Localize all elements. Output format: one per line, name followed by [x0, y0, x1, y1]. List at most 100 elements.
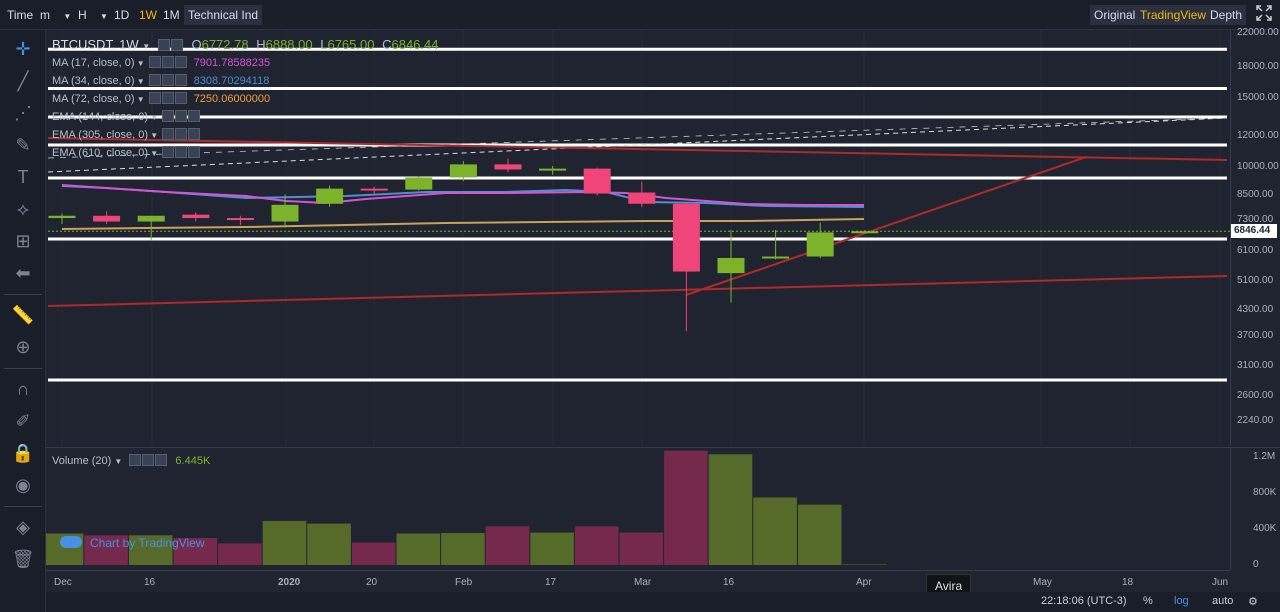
price-tick-label: 8500.00 [1237, 188, 1274, 200]
chevron-down-icon[interactable]: ▼ [148, 113, 159, 122]
volume-chart-canvas [39, 450, 887, 565]
price-tick-label: 4300.00 [1237, 304, 1274, 316]
time-tick-label: 18 [1122, 577, 1134, 588]
volume-bar [262, 520, 307, 565]
minute-dropdown[interactable]: m ▼ [36, 5, 75, 25]
price-axis[interactable]: 22000.00 18000.00 15000.00 12000.00 10000.00… [1230, 27, 1280, 446]
chevron-down-icon[interactable]: ▼ [134, 77, 145, 86]
indicator-value: 8308.70294118 [193, 75, 270, 87]
indicator-label[interactable]: MA (17, close, 0) [52, 57, 135, 69]
time-tick-label: 17 [545, 577, 557, 588]
indicator-label[interactable]: EMA (144, close, 0) [52, 111, 148, 123]
brush-icon[interactable]: ✎ [15, 135, 31, 155]
clock[interactable]: 22:18:06 (UTC-3) [1041, 595, 1127, 607]
volume-bar [84, 535, 128, 565]
volume-tick-label: 1.2M [1253, 451, 1276, 462]
indicator-value: 7250.06000000 [193, 93, 271, 105]
time-tick-label: Feb [455, 577, 473, 588]
price-tick-label: 7300.00 [1237, 214, 1274, 226]
chevron-down-icon[interactable]: ▼ [134, 59, 145, 68]
log-toggle[interactable]: log [1174, 595, 1189, 607]
candle-body [539, 168, 567, 171]
legend-buttons[interactable] [157, 37, 184, 52]
indicator-legend: EMA (144, close, 0) ▼ [52, 110, 201, 123]
candle-body [316, 188, 344, 204]
settings-icon[interactable]: ⚙ [1248, 596, 1258, 608]
back-arrow-icon[interactable]: ⬅ [15, 263, 31, 283]
trendline-icon[interactable]: ╱ [17, 71, 29, 91]
magnet-icon[interactable]: ∩ [16, 379, 30, 399]
current-price-tag: 6846.44 [1231, 224, 1277, 239]
volume-bar [441, 533, 485, 565]
dashed-trend-line [47, 117, 1228, 173]
volume-bar [797, 504, 842, 565]
tradingview-button[interactable]: TradingView [1136, 5, 1211, 25]
chevron-down-icon[interactable]: ▼ [134, 95, 145, 104]
hour-dropdown[interactable]: H ▼ [74, 5, 112, 25]
volume-bar [842, 564, 887, 565]
auto-toggle[interactable]: auto [1212, 595, 1234, 607]
indicator-label[interactable]: MA (72, close, 0) [52, 93, 135, 105]
text-tool-icon[interactable]: T [17, 167, 29, 187]
chevron-down-icon[interactable]: ▼ [148, 131, 159, 140]
pattern-icon[interactable]: ⟡ [17, 199, 29, 219]
candle-body [717, 257, 745, 274]
indicator-legend: MA (72, close, 0) ▼ 7250.06000000 [52, 92, 270, 105]
tradingview-watermark[interactable]: Chart by TradingView [60, 536, 205, 550]
fib-tool-icon[interactable]: ⋰ [14, 103, 32, 123]
chevron-down-icon[interactable]: ▼ [114, 457, 123, 466]
volume-tick-label: 800K [1253, 487, 1277, 498]
chevron-down-icon[interactable]: ▼ [142, 42, 151, 51]
zoom-icon[interactable]: ⊕ [15, 337, 31, 357]
day-button[interactable]: 1D [114, 8, 130, 22]
layers-icon[interactable]: ◈ [16, 517, 30, 537]
candle-body [494, 164, 522, 170]
indicator-label[interactable]: EMA (305, close, 0) [52, 129, 148, 141]
time-button[interactable]: Time [7, 8, 34, 22]
chevron-down-icon[interactable]: ▼ [148, 149, 159, 158]
lock-icon[interactable]: 🔒 [11, 443, 35, 463]
minute-label: m [40, 8, 50, 22]
month-button[interactable]: 1M [163, 8, 180, 22]
volume-legend-buttons[interactable] [129, 454, 168, 467]
volume-bar [530, 532, 574, 565]
symbol-label[interactable]: BTCUSDT, 1W [52, 37, 139, 52]
week-button[interactable]: 1W [139, 8, 157, 22]
technical-indicators-button[interactable]: Technical Ind [184, 5, 263, 25]
price-tick-label: 3700.00 [1237, 329, 1274, 341]
indicator-buttons[interactable] [148, 56, 188, 69]
indicator-buttons[interactable] [148, 74, 188, 87]
watermark-text: Chart by TradingView [90, 536, 205, 550]
crosshair-icon[interactable]: ✛ [15, 39, 31, 59]
indicator-legend: MA (34, close, 0) ▼ 8308.70294118 [52, 74, 269, 87]
volume-bar [485, 526, 530, 565]
high-value: 6888.00 [265, 37, 313, 52]
candle-body [449, 164, 477, 178]
depth-button[interactable]: Depth [1206, 5, 1247, 25]
stay-drawing-icon[interactable]: ✐ [15, 411, 31, 431]
indicator-label[interactable]: EMA (610, close, 0) [52, 147, 148, 159]
indicator-buttons[interactable] [148, 92, 188, 105]
ruler-icon[interactable]: 📏 [11, 305, 35, 325]
dashed-trend-line [47, 117, 1228, 159]
price-chart[interactable] [46, 30, 1230, 446]
measure-icon[interactable]: ⊞ [15, 231, 31, 251]
indicator-buttons[interactable] [162, 128, 201, 141]
candle-body [583, 168, 611, 194]
tradingview-cloud-icon [60, 536, 82, 548]
indicator-buttons[interactable] [162, 110, 201, 123]
indicator-label[interactable]: MA (34, close, 0) [52, 75, 135, 87]
time-axis[interactable]: Dec 16 2020 20 Feb 17 Mar 16 Apr May 18 Jun [46, 570, 1230, 592]
volume-bar [396, 533, 441, 565]
price-tick-label: 2240.00 [1237, 415, 1274, 426]
trash-icon[interactable]: 🗑 [11, 549, 35, 569]
fullscreen-icon[interactable] [1252, 5, 1276, 25]
volume-chart[interactable] [39, 447, 1230, 570]
red-trend-line [685, 156, 1087, 296]
indicator-buttons[interactable] [162, 146, 201, 159]
volume-label[interactable]: Volume (20) [52, 455, 112, 467]
percent-toggle[interactable]: % [1143, 595, 1153, 607]
original-button[interactable]: Original [1090, 5, 1140, 25]
red-trend-line [47, 275, 1228, 307]
eye-icon[interactable]: ◉ [15, 475, 31, 495]
